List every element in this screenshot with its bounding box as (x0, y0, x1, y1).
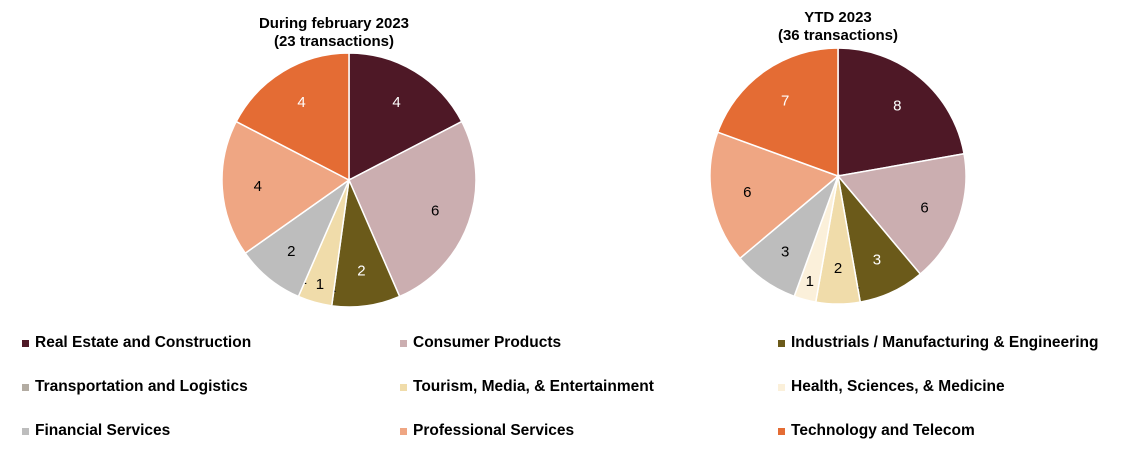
legend-label: Technology and Telecom (791, 422, 975, 439)
pie-slice (716, 47, 839, 178)
chart-title-ytd: YTD 2023 (36 transactions) (738, 9, 938, 45)
legend-swatch (400, 383, 407, 391)
chart-subtitle-text: (36 transactions) (777, 27, 899, 44)
pie-data-label: 7 (781, 93, 789, 110)
legend-item: Technology and Telecom (778, 422, 975, 440)
legend-item: Financial Services (22, 422, 170, 440)
legend-label: Tourism, Media, & Entertainment (413, 378, 654, 395)
pie-data-label: 1 (806, 273, 814, 290)
legend-swatch (400, 339, 407, 347)
legend-label: Financial Services (35, 422, 171, 439)
pie-data-label: 3 (781, 243, 789, 260)
pie-data-label: 3 (873, 252, 881, 269)
legend-label: Transportation and Logistics (35, 378, 248, 395)
pie-data-label: 2 (834, 260, 842, 277)
pie-slice (221, 120, 351, 255)
pie-data-label: 6 (920, 200, 928, 217)
legend-swatch (778, 339, 785, 347)
legend-swatch (22, 339, 29, 347)
legend-item: Health, Sciences, & Medicine (778, 378, 1005, 396)
pie-data-label: 6 (431, 203, 439, 220)
pie-data-label: 8 (893, 97, 901, 114)
legend-swatch (22, 427, 29, 435)
legend-item: Transportation and Logistics (22, 378, 248, 396)
legend-item: Professional Services (400, 422, 574, 440)
pie-data-label: 4 (392, 94, 400, 111)
chart-subtitle-text: (23 transactions) (273, 33, 395, 50)
pie-chart-monthly: 462-1-244 (221, 52, 477, 308)
chart-title-text: YTD 2023 (804, 9, 872, 26)
legend-swatch (22, 383, 29, 391)
legend-item: Real Estate and Construction (22, 334, 251, 352)
chart-title-text: During february 2023 (258, 15, 410, 32)
chart-title-monthly: During february 2023 (23 transactions) (234, 15, 434, 51)
pie-data-label: 4 (297, 94, 305, 111)
chart-legend: Real Estate and Construction Consumer Pro… (0, 330, 1137, 460)
pie-data-label: 6 (743, 184, 751, 201)
pie-data-label: 2 (287, 243, 295, 260)
pie-data-label: 1 (316, 276, 324, 293)
legend-label: Health, Sciences, & Medicine (791, 378, 1005, 395)
legend-item: Tourism, Media, & Entertainment (400, 378, 654, 396)
legend-label: Real Estate and Construction (35, 334, 252, 351)
legend-label: Professional Services (413, 422, 575, 439)
pie-slice (709, 131, 840, 260)
legend-label: Consumer Products (413, 334, 562, 351)
pie-slice (836, 152, 967, 276)
pie-data-label: 2 (357, 263, 365, 280)
pie-data-label: 4 (254, 178, 262, 195)
pie-slice (348, 52, 463, 182)
legend-label: Industrials / Manufacturing & Engineerin… (791, 334, 1099, 351)
legend-swatch (778, 383, 785, 391)
legend-swatch (400, 427, 407, 435)
legend-item: Consumer Products (400, 334, 561, 352)
pie-slice (235, 52, 350, 182)
pie-slice (837, 47, 965, 177)
legend-swatch (778, 427, 785, 435)
legend-item: Industrials / Manufacturing & Engineerin… (778, 334, 1098, 352)
